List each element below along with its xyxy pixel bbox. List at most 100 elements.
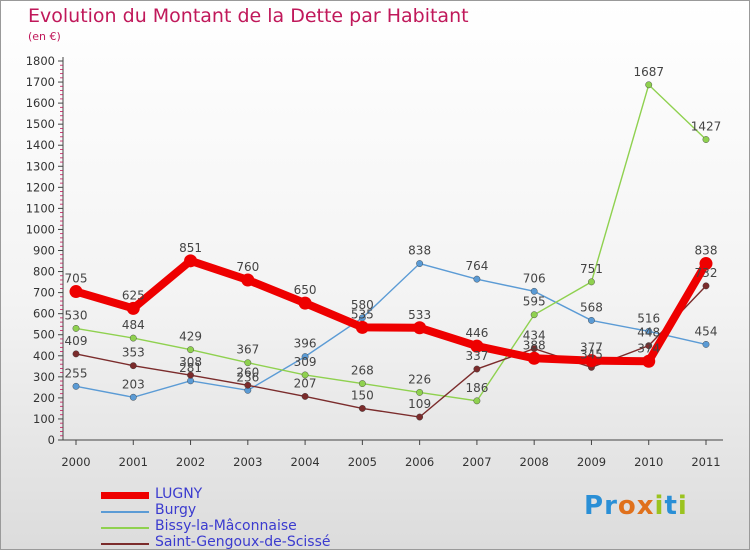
y-tick-label: 300 (33, 370, 55, 384)
data-label-saint-gengoux-de-scisse: 353 (122, 346, 145, 360)
x-tick-label: 2005 (348, 455, 377, 469)
data-point-burgy (301, 353, 309, 361)
data-point-bissy-la-maconnaise (645, 81, 653, 89)
legend-label: LUGNY (155, 486, 203, 502)
x-tick-label: 2002 (176, 455, 205, 469)
data-label-bissy-la-maconnaise: 751 (580, 262, 603, 276)
data-label-saint-gengoux-de-scisse: 308 (179, 355, 202, 369)
data-point-burgy (530, 287, 538, 295)
data-label-bissy-la-maconnaise: 268 (351, 364, 374, 378)
data-label-bissy-la-maconnaise: 309 (294, 355, 317, 369)
data-label-lugny: 705 (65, 272, 88, 286)
y-tick-label: 1400 (26, 138, 55, 152)
data-point-bissy-la-maconnaise (530, 311, 538, 319)
data-label-bissy-la-maconnaise: 226 (408, 372, 431, 386)
data-label-bissy-la-maconnaise: 1687 (633, 65, 664, 79)
data-point-lugny (413, 321, 427, 335)
y-tick-label: 900 (33, 244, 55, 258)
data-point-saint-gengoux-de-scisse (358, 405, 366, 412)
x-tick-label: 2009 (577, 455, 606, 469)
x-tick-label: 2004 (290, 455, 319, 469)
data-label-saint-gengoux-de-scisse: 260 (236, 365, 259, 379)
y-tick-label: 100 (33, 412, 55, 426)
data-label-saint-gengoux-de-scisse: 409 (65, 334, 88, 348)
data-point-saint-gengoux-de-scisse (473, 365, 481, 373)
legend-swatch (101, 492, 149, 499)
data-point-lugny (184, 254, 198, 268)
data-label-bissy-la-maconnaise: 595 (523, 295, 546, 309)
data-label-saint-gengoux-de-scisse: 732 (695, 266, 718, 280)
x-tick-label: 2006 (405, 455, 434, 469)
data-point-burgy (187, 377, 194, 385)
data-point-saint-gengoux-de-scisse (645, 342, 653, 350)
data-point-bissy-la-maconnaise (473, 397, 481, 405)
data-label-burgy: 281 (179, 361, 202, 375)
data-point-saint-gengoux-de-scisse (702, 282, 710, 290)
x-tick-label: 2001 (119, 455, 148, 469)
data-label-bissy-la-maconnaise: 484 (122, 318, 145, 332)
series-line-bissy-la-maconnaise (75, 83, 707, 402)
data-label-lugny: 760 (236, 260, 259, 274)
data-point-saint-gengoux-de-scisse (244, 381, 252, 389)
data-label-saint-gengoux-de-scisse: 448 (637, 326, 660, 340)
data-label-saint-gengoux-de-scisse: 150 (351, 388, 374, 402)
data-label-saint-gengoux-de-scisse: 207 (294, 376, 317, 390)
data-point-bissy-la-maconnaise (588, 278, 595, 286)
data-point-lugny (584, 354, 598, 368)
y-tick-label: 1200 (26, 180, 55, 194)
legend-swatch (101, 527, 149, 529)
data-label-lugny: 851 (179, 241, 202, 255)
y-tick-label: 1100 (26, 201, 55, 215)
data-point-burgy (588, 317, 595, 324)
data-point-lugny (699, 257, 713, 271)
data-label-lugny: 838 (695, 244, 718, 258)
data-label-lugny: 388 (523, 338, 546, 352)
data-label-lugny: 446 (465, 326, 488, 340)
data-label-burgy: 255 (65, 366, 88, 380)
x-tick-label: 2011 (691, 455, 720, 469)
y-tick-label: 1500 (26, 117, 55, 131)
data-point-saint-gengoux-de-scisse (72, 350, 80, 358)
data-label-burgy: 568 (580, 300, 603, 314)
x-tick-label: 2010 (634, 455, 663, 469)
data-point-bissy-la-maconnaise (129, 334, 137, 342)
series-line-saint-gengoux-de-scisse (75, 285, 707, 418)
data-label-lugny: 625 (122, 288, 145, 302)
data-point-bissy-la-maconnaise (416, 389, 424, 396)
series-line-burgy (75, 262, 707, 398)
y-tick-label: 1800 (26, 54, 55, 68)
y-tick-label: 1600 (26, 96, 55, 110)
y-tick-label: 700 (33, 286, 55, 300)
data-point-bissy-la-maconnaise (72, 325, 80, 332)
data-label-saint-gengoux-de-scisse: 434 (523, 329, 546, 343)
data-label-bissy-la-maconnaise: 367 (236, 343, 259, 357)
data-point-lugny (69, 285, 83, 299)
legend-label: Burgy (155, 502, 197, 518)
data-point-lugny (642, 354, 656, 368)
y-tick-label: 1700 (26, 75, 55, 89)
data-point-lugny (241, 273, 255, 287)
data-label-burgy: 580 (351, 298, 374, 312)
y-tick-label: 500 (33, 328, 55, 342)
data-point-saint-gengoux-de-scisse (187, 371, 194, 379)
chart-subtitle: (en €) (28, 30, 61, 43)
data-label-saint-gengoux-de-scisse: 109 (408, 397, 431, 411)
data-point-burgy (416, 260, 424, 267)
data-point-bissy-la-maconnaise (244, 359, 252, 367)
data-label-bissy-la-maconnaise: 186 (465, 381, 488, 395)
data-point-burgy (473, 275, 481, 283)
data-point-lugny (470, 339, 484, 353)
data-label-lugny: 650 (294, 283, 317, 297)
data-label-saint-gengoux-de-scisse: 345 (580, 347, 603, 361)
data-label-lugny: 374 (637, 341, 660, 355)
data-point-burgy (645, 327, 653, 335)
data-point-burgy (129, 393, 137, 401)
y-tick-label: 200 (33, 391, 55, 405)
y-tick-label: 0 (48, 433, 55, 447)
data-point-lugny (355, 320, 369, 334)
data-label-bissy-la-maconnaise: 530 (65, 308, 88, 322)
data-label-burgy: 516 (637, 311, 660, 325)
data-label-burgy: 396 (294, 337, 317, 351)
chart-title: Evolution du Montant de la Dette par Hab… (28, 5, 469, 27)
